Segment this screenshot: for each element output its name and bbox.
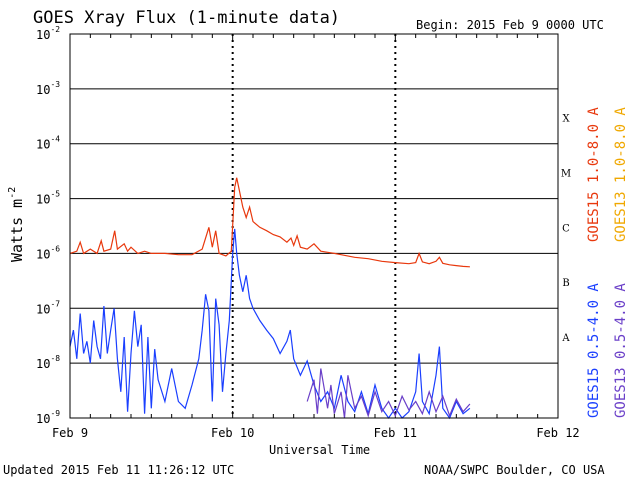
y-tick-label: 10-7 <box>36 299 60 316</box>
y-tick-label: 10-8 <box>36 354 60 371</box>
flare-class-label: M <box>561 168 571 179</box>
updated-label: Updated 2015 Feb 11 11:26:12 UTC <box>3 463 234 477</box>
flare-class-labels: X M C B A <box>561 114 571 344</box>
x-tick-label: Feb 9 <box>52 426 88 440</box>
y-tick-label: 10-3 <box>36 80 60 97</box>
y-tick-label: 10-6 <box>36 244 60 261</box>
legend-entry: GOES15 1.0-8.0 A <box>586 107 602 242</box>
chart-title: GOES Xray Flux (1-minute data) <box>33 8 340 28</box>
series-line-4 <box>306 368 471 419</box>
y-tick-label: 10-9 <box>36 409 60 426</box>
series-line-3 <box>69 228 471 420</box>
y-axis-label: Watts m-2 <box>7 187 26 262</box>
begin-label: Begin: 2015 Feb 9 0000 UTC <box>416 18 604 32</box>
plot-frame <box>69 33 559 419</box>
flare-class-label: C <box>562 223 570 234</box>
credit-label: NOAA/SWPC Boulder, CO USA <box>424 463 605 477</box>
legend-entry: GOES15 0.5-4.0 A <box>586 283 602 418</box>
series-line-1 <box>69 177 470 268</box>
y-tick-label: 10-2 <box>36 25 60 42</box>
flare-class-label: X <box>562 114 570 125</box>
x-axis-label: Universal Time <box>269 443 370 457</box>
plot-grid <box>69 33 559 419</box>
y-tick-label: 10-4 <box>36 135 60 152</box>
x-tick-label: Feb 10 <box>211 426 254 440</box>
legend-entry: GOES13 1.0-8.0 A <box>613 107 629 242</box>
legend: GOES15 1.0-8.0 A GOES13 1.0-8.0 A GOES15 0… <box>586 107 629 418</box>
series-layer <box>69 177 471 420</box>
x-tick-label: Feb 11 <box>374 426 417 440</box>
x-axis-ticks: Feb 9 Feb 10 Feb 11 Feb 12 <box>52 426 580 440</box>
legend-entry: GOES13 0.5-4.0 A <box>613 283 629 418</box>
y-tick-label: 10-5 <box>36 190 60 207</box>
x-tick-label: Feb 12 <box>536 426 579 440</box>
y-axis-ticks: 10-9 10-8 10-7 10-6 10-5 10-4 10-3 10-2 <box>36 25 60 426</box>
flare-class-label: B <box>562 278 569 289</box>
flare-class-label: A <box>561 333 570 344</box>
